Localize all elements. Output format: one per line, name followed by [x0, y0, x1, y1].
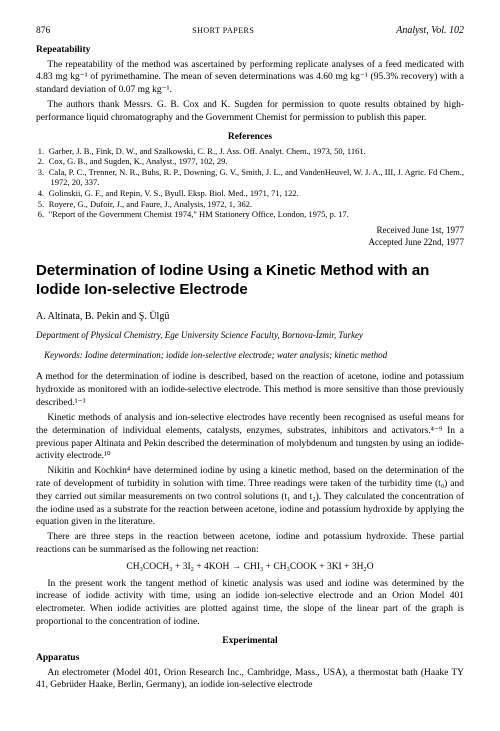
- keywords: Keywords: Iodine determination; iodide i…: [36, 349, 464, 361]
- references-list: Garber, J. B., Fink, D. W., and Szalkows…: [49, 146, 464, 220]
- reference-item: Royere, G., Dufoir, J., and Faure, J., A…: [49, 199, 464, 210]
- reaction-equation: CH₃COCH₃ + 3I₂ + 4KOH → CHI₃ + CH₃COOK +…: [36, 561, 464, 574]
- page-number: 876: [36, 25, 50, 38]
- reference-item: Cox, G. B., and Sugden, K., Analyst., 19…: [49, 156, 464, 167]
- abstract-para-3: Nikitin and Kochkin⁴ have determined iod…: [36, 465, 464, 529]
- reference-item: "Report of the Government Chemist 1974,"…: [49, 209, 464, 220]
- received-date: Received June 1st, 1977: [36, 224, 464, 236]
- apparatus-para: An electrometer (Model 401, Orion Resear…: [36, 667, 464, 693]
- reference-item: Garber, J. B., Fink, D. W., and Szalkows…: [49, 146, 464, 157]
- abstract-para-2: Kinetic methods of analysis and ion-sele…: [36, 412, 464, 463]
- heading-references: References: [36, 131, 464, 144]
- abstract-para-4: There are three steps in the reaction be…: [36, 531, 464, 557]
- abstract-para-5: In the present work the tangent method o…: [36, 578, 464, 629]
- dates-block: Received June 1st, 1977 Accepted June 22…: [36, 224, 464, 248]
- heading-apparatus: Apparatus: [36, 652, 464, 665]
- repeatability-para-2: The authors thank Messrs. G. B. Cox and …: [36, 99, 464, 125]
- running-header: 876 SHORT PAPERS Analyst, Vol. 102: [36, 24, 464, 38]
- heading-experimental: Experimental: [36, 635, 464, 648]
- heading-repeatability: Repeatability: [36, 44, 464, 57]
- affiliation: Department of Physical Chemistry, Ege Un…: [36, 329, 464, 341]
- header-short-papers: SHORT PAPERS: [192, 26, 254, 37]
- article-title: Determination of Iodine Using a Kinetic …: [36, 262, 464, 300]
- reference-item: Golinskii, G. F., and Repin, V. S., Byul…: [49, 188, 464, 199]
- authors: A. Altinata, B. Pekin and Ş. Ülgü: [36, 310, 464, 324]
- reference-item: Cala, P. C., Trenner, N. R., Buhs, R. P.…: [49, 167, 464, 188]
- repeatability-para-1: The repeatability of the method was asce…: [36, 59, 464, 97]
- header-journal: Analyst, Vol. 102: [396, 24, 464, 38]
- abstract-para-1: A method for the determination of iodine…: [36, 371, 464, 409]
- accepted-date: Accepted June 22nd, 1977: [36, 236, 464, 248]
